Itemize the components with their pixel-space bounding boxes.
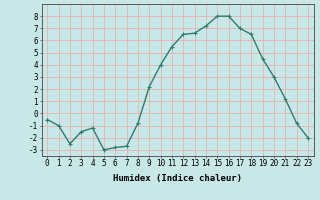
X-axis label: Humidex (Indice chaleur): Humidex (Indice chaleur) (113, 174, 242, 183)
